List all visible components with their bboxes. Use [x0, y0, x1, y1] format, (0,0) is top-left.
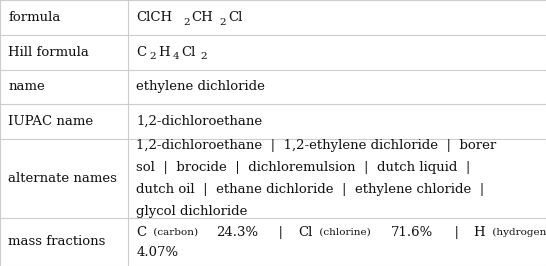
Text: 71.6%: 71.6%: [391, 226, 434, 239]
Text: glycol dichloride: glycol dichloride: [136, 205, 248, 218]
Text: |: |: [446, 226, 467, 239]
Text: CH: CH: [192, 11, 213, 24]
Text: (carbon): (carbon): [150, 228, 201, 237]
Text: (chlorine): (chlorine): [317, 228, 375, 237]
Text: 2: 2: [200, 52, 207, 61]
Text: dutch oil  |  ethane dichloride  |  ethylene chloride  |: dutch oil | ethane dichloride | ethylene…: [136, 183, 485, 196]
Text: 2: 2: [150, 52, 156, 61]
Text: Cl: Cl: [228, 11, 242, 24]
Text: ethylene dichloride: ethylene dichloride: [136, 80, 265, 93]
Text: sol  |  brocide  |  dichloremulsion  |  dutch liquid  |: sol | brocide | dichloremulsion | dutch …: [136, 161, 471, 174]
Text: 1,2-dichloroethane  |  1,2-ethylene dichloride  |  borer: 1,2-dichloroethane | 1,2-ethylene dichlo…: [136, 139, 497, 152]
Text: name: name: [8, 80, 45, 93]
Text: 1,2-dichloroethane: 1,2-dichloroethane: [136, 115, 263, 128]
Text: (hydrogen): (hydrogen): [489, 228, 546, 237]
Text: mass fractions: mass fractions: [8, 235, 105, 248]
Text: 4: 4: [173, 52, 180, 61]
Text: 4.07%: 4.07%: [136, 246, 179, 259]
Text: ClCH: ClCH: [136, 11, 173, 24]
Text: 2: 2: [219, 18, 227, 27]
Text: H: H: [473, 226, 485, 239]
Text: alternate names: alternate names: [8, 172, 117, 185]
Text: 24.3%: 24.3%: [216, 226, 258, 239]
Text: 2: 2: [183, 18, 190, 27]
Text: C: C: [136, 226, 147, 239]
Text: C: C: [136, 46, 147, 59]
Text: Hill formula: Hill formula: [8, 46, 89, 59]
Text: Cl: Cl: [298, 226, 312, 239]
Text: IUPAC name: IUPAC name: [8, 115, 93, 128]
Text: |: |: [270, 226, 292, 239]
Text: H: H: [158, 46, 170, 59]
Text: formula: formula: [8, 11, 61, 24]
Text: Cl: Cl: [182, 46, 196, 59]
